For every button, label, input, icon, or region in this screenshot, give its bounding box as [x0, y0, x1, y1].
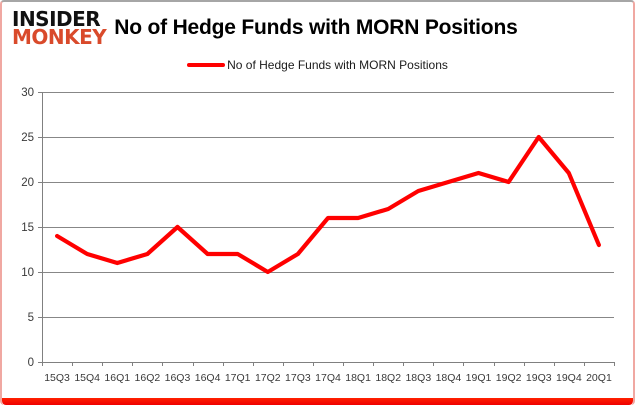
x-tick-label: 18Q3	[405, 372, 431, 384]
y-tick-label: 15	[21, 222, 34, 234]
x-tick-label: 18Q4	[436, 372, 462, 384]
legend-label: No of Hedge Funds with MORN Positions	[227, 58, 448, 72]
legend-line-swatch	[187, 63, 226, 67]
x-tick-label: 16Q4	[195, 372, 221, 384]
x-tick-label: 18Q2	[375, 372, 401, 384]
y-tick-label: 10	[21, 267, 34, 279]
x-tick-label: 18Q1	[345, 372, 371, 384]
x-tick-label: 16Q3	[165, 372, 191, 384]
logo-text-monkey: MONKEY	[12, 25, 107, 50]
y-tick-label: 30	[21, 87, 34, 99]
x-tick-label: 16Q2	[135, 372, 161, 384]
y-tick-label: 25	[21, 132, 34, 144]
page-title: No of Hedge Funds with MORN Positions	[114, 16, 518, 40]
x-tick-label: 15Q4	[74, 372, 100, 384]
x-tick-label: 19Q2	[496, 372, 522, 384]
legend: No of Hedge Funds with MORN Positions	[2, 58, 633, 72]
x-tick-label: 19Q3	[526, 372, 552, 384]
x-tick-label: 17Q1	[225, 372, 251, 384]
x-tick-label: 19Q4	[556, 372, 582, 384]
bottom-red-bar	[2, 398, 633, 405]
y-tick-label: 0	[28, 357, 34, 369]
insider-monkey-logo: INSIDER MONKEY	[12, 7, 107, 50]
y-tick-label: 5	[28, 312, 34, 324]
x-tick-label: 20Q1	[586, 372, 612, 384]
y-tick-label: 20	[21, 177, 34, 189]
x-tick-label: 17Q4	[315, 372, 341, 384]
chart-header: INSIDER MONKEY No of Hedge Funds with MO…	[12, 7, 625, 50]
series-line	[54, 134, 602, 275]
x-tick-label: 17Q2	[255, 372, 281, 384]
x-tick-label: 15Q3	[44, 372, 70, 384]
x-tick-label: 17Q3	[285, 372, 311, 384]
logo-text-insider: INSIDER	[12, 7, 101, 31]
x-tick-label: 19Q1	[466, 372, 492, 384]
x-tick-label: 16Q1	[104, 372, 130, 384]
